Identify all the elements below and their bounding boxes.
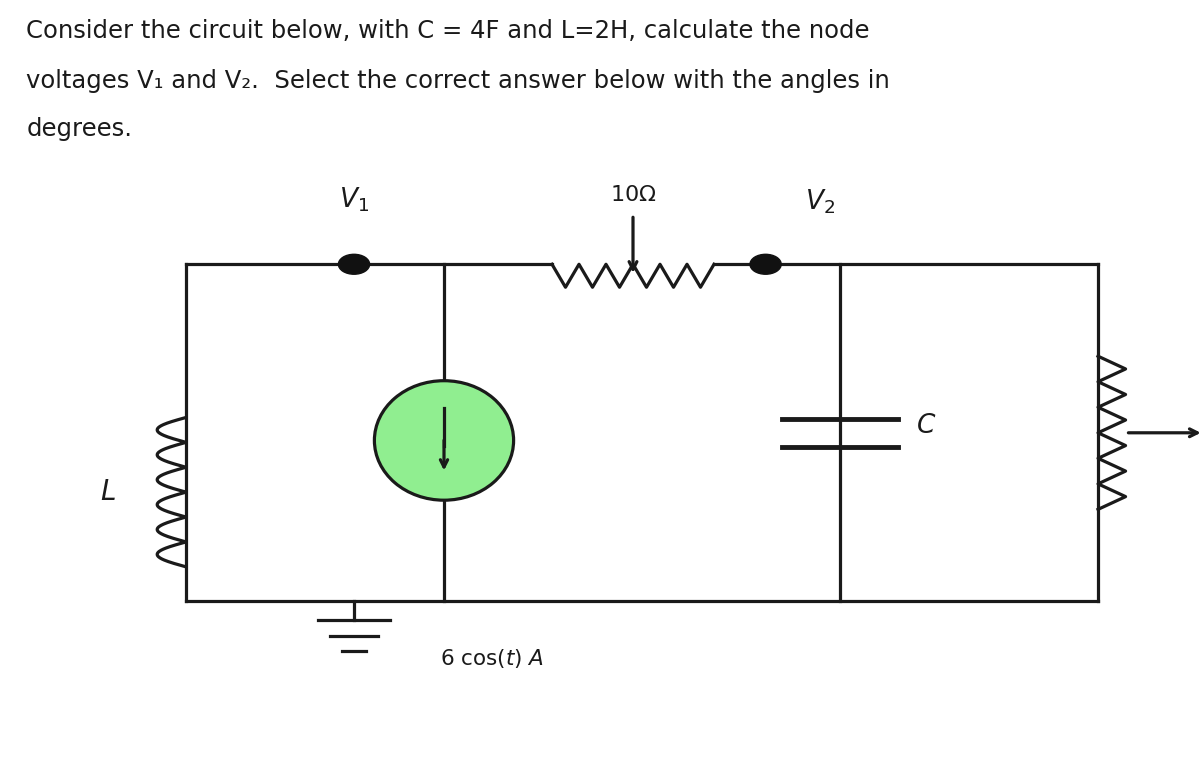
Text: $V_1$: $V_1$ [338, 186, 370, 214]
Circle shape [750, 254, 781, 274]
Text: degrees.: degrees. [26, 117, 132, 141]
Ellipse shape [374, 381, 514, 500]
Text: voltages V₁ and V₂.  Select the correct answer below with the angles in: voltages V₁ and V₂. Select the correct a… [26, 69, 890, 93]
Text: $C$: $C$ [916, 413, 936, 439]
Circle shape [338, 254, 370, 274]
Text: $L$: $L$ [100, 478, 116, 506]
Text: $V_2$: $V_2$ [804, 188, 835, 216]
Text: Consider the circuit below, with C = 4F and L=2H, calculate the node: Consider the circuit below, with C = 4F … [26, 19, 870, 43]
Text: 10$\Omega$: 10$\Omega$ [610, 185, 656, 205]
Text: 6 $\cos(t)$ $A$: 6 $\cos(t)$ $A$ [440, 647, 544, 670]
